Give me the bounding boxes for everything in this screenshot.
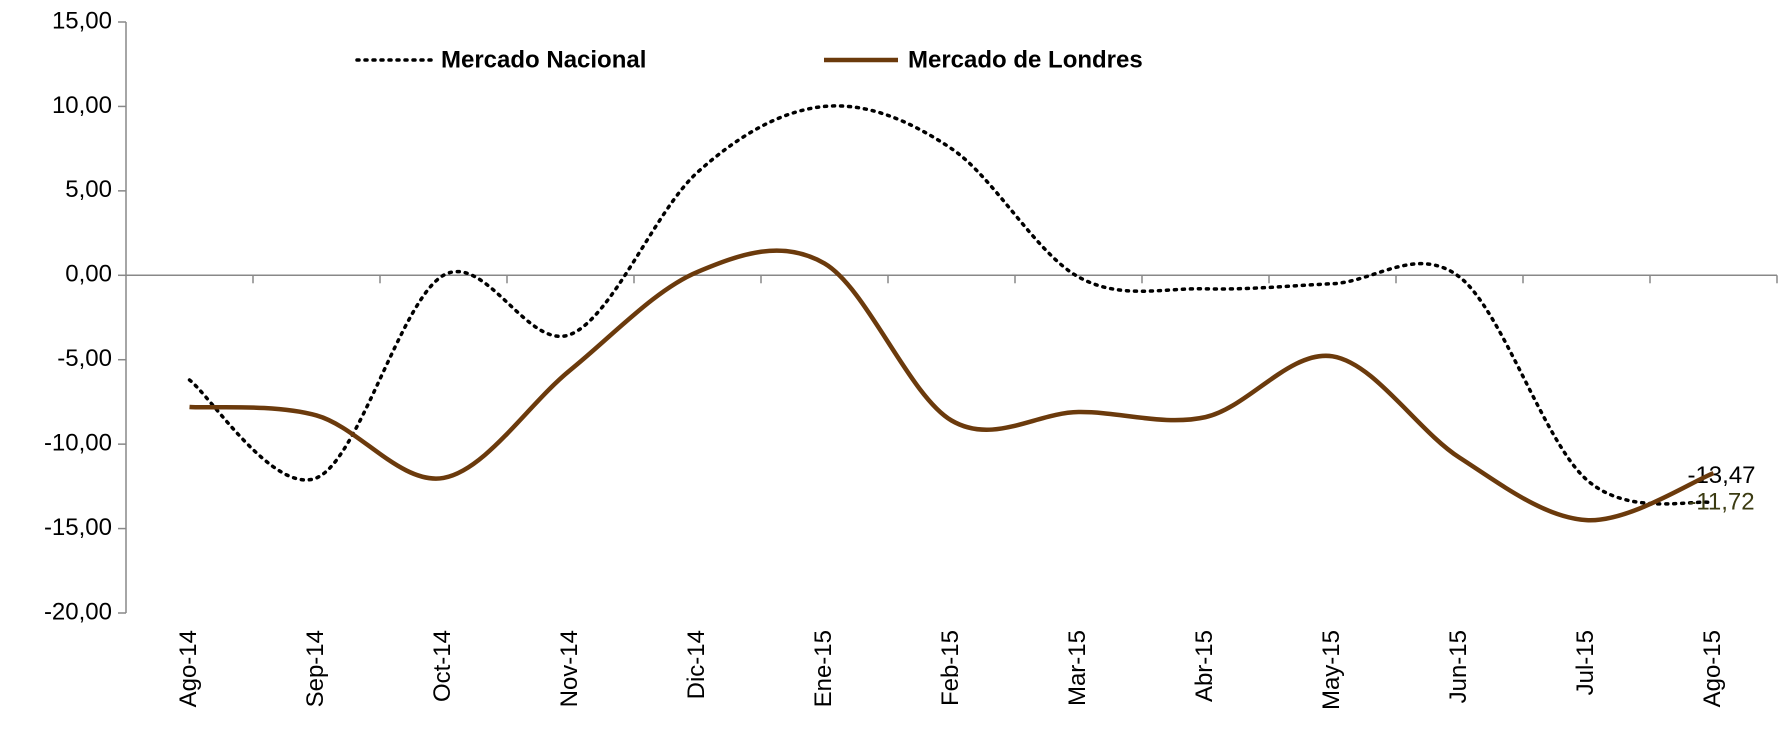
- series-line: [189, 248, 1715, 523]
- x-tick-label: Ago-15: [1699, 630, 1726, 707]
- y-tick-label: 5,00: [65, 176, 112, 203]
- x-tick-label: Ago-14: [175, 630, 202, 707]
- x-tick-label: Mar-15: [1064, 630, 1091, 706]
- x-tick-label: Dic-14: [683, 630, 710, 699]
- y-tick-label: -5,00: [57, 345, 112, 372]
- x-tick-label: Oct-14: [429, 630, 456, 702]
- data-label: -11,72: [1688, 489, 1754, 516]
- y-tick-label: -15,00: [44, 514, 112, 541]
- x-tick-label: Feb-15: [937, 630, 964, 706]
- series-line: [187, 104, 1716, 506]
- y-tick-label: 10,00: [52, 92, 112, 119]
- x-tick-label: May-15: [1318, 630, 1345, 710]
- y-tick-label: -20,00: [44, 598, 112, 625]
- x-tick-label: Ene-15: [810, 630, 837, 707]
- x-tick-label: Jul-15: [1572, 630, 1599, 695]
- x-tick-label: Jun-15: [1445, 630, 1472, 703]
- x-tick-label: Nov-14: [556, 630, 583, 707]
- data-label: -13,47: [1687, 462, 1755, 489]
- y-tick-label: -10,00: [44, 429, 112, 456]
- x-tick-label: Sep-14: [302, 630, 329, 707]
- y-tick-label: 15,00: [52, 7, 112, 34]
- y-tick-label: 0,00: [65, 261, 112, 288]
- legend-label: Mercado Nacional: [441, 46, 646, 73]
- x-tick-label: Abr-15: [1191, 630, 1218, 702]
- legend-label: Mercado de Londres: [908, 46, 1143, 73]
